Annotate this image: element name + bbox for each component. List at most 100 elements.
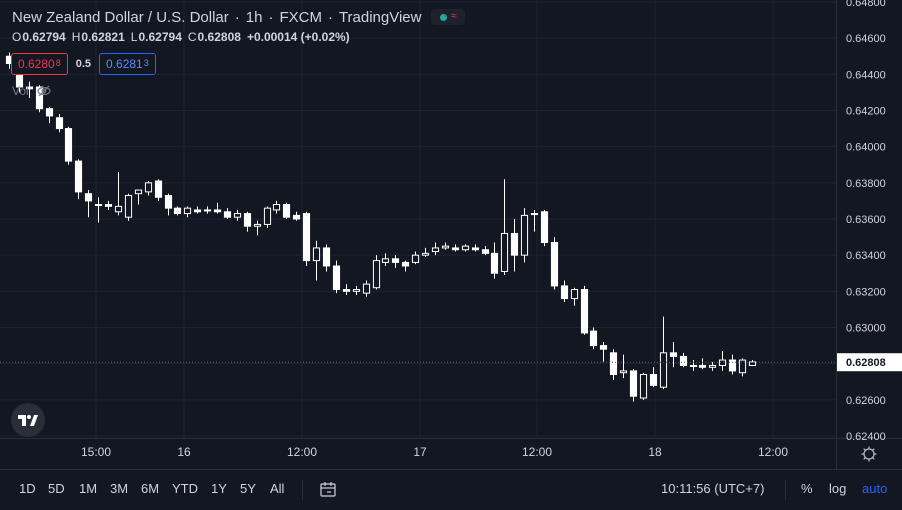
candle: [718, 351, 727, 371]
buy-price-pip: 3: [143, 58, 149, 68]
clock-timezone[interactable]: 10:11:56 (UTC+7): [661, 481, 765, 496]
date-range-calendar-icon[interactable]: [319, 480, 337, 498]
eye-hidden-icon[interactable]: [37, 84, 51, 98]
candle-body-down: [193, 209, 202, 213]
candle-body-down: [342, 289, 351, 292]
candle-body-up: [144, 182, 153, 193]
candle-body-up: [530, 213, 539, 216]
candle-body-up: [183, 207, 192, 215]
candle-body-down: [391, 258, 400, 263]
range-3m-button[interactable]: 3M: [110, 481, 129, 496]
candle-body-up: [312, 247, 321, 262]
candle: [500, 179, 509, 276]
candle-body-down: [540, 211, 549, 244]
candle: [510, 219, 519, 272]
interval-label: 1h: [245, 8, 263, 26]
time-tick-label: 12:00: [287, 445, 317, 459]
open-label: O: [12, 30, 22, 44]
candle-body-down: [451, 247, 460, 251]
symbol-title[interactable]: New Zealand Dollar / U.S. Dollar · 1h · …: [12, 7, 466, 27]
candle: [748, 360, 757, 366]
candle: [570, 287, 579, 306]
candle: [669, 341, 678, 368]
percent-scale-button[interactable]: %: [801, 481, 813, 496]
candle-body-down: [728, 359, 737, 372]
title-separator: ·: [234, 8, 240, 26]
tradingview-logo-icon[interactable]: [11, 403, 45, 437]
close-label: C: [187, 30, 197, 44]
time-axis[interactable]: 15:00 16 12:00 17 12:00 18 12:00: [81, 445, 877, 462]
range-all-button[interactable]: All: [270, 481, 285, 496]
sell-button[interactable]: 0.6280 8: [11, 53, 68, 75]
candle: [471, 244, 480, 252]
candle-body-down: [471, 247, 480, 251]
range-ytd-button[interactable]: YTD: [172, 481, 198, 496]
candle: [540, 209, 549, 247]
candle: [580, 285, 589, 335]
range-1d-button[interactable]: 1D: [19, 481, 36, 496]
candle: [263, 206, 272, 229]
candle: [203, 206, 212, 214]
candle-body-down: [74, 160, 83, 193]
candle-body-up: [431, 247, 440, 253]
price-tick-label: 0.63800: [846, 178, 886, 190]
candlestick-chart[interactable]: 0.64800 0.64600 0.64400 0.64200 0.64000 0.638…: [0, 0, 902, 469]
candle-body-down: [223, 211, 232, 218]
candle-body-up: [748, 361, 757, 366]
candle: [233, 209, 242, 221]
candle: [94, 197, 103, 223]
auto-scale-button[interactable]: auto: [862, 481, 888, 496]
candle: [322, 244, 331, 272]
candle: [173, 206, 182, 216]
candle: [342, 284, 351, 295]
range-1y-button[interactable]: 1Y: [211, 481, 227, 496]
candle-body-down: [698, 364, 707, 368]
candle-body-up: [272, 204, 281, 211]
candle: [45, 106, 54, 124]
spread-value: 0.5: [75, 58, 92, 70]
close-value: 0.62808: [197, 30, 241, 44]
wave-icon: ≈: [451, 11, 457, 22]
candle: [352, 285, 361, 295]
title-separator: ·: [327, 8, 333, 26]
candle-body-up: [253, 223, 262, 227]
candle: [193, 206, 202, 214]
time-tick-label: 17: [413, 445, 427, 459]
candle-body-up: [372, 260, 381, 289]
buy-button[interactable]: 0.6281 3: [99, 53, 156, 75]
volume-label: Vol: [12, 84, 29, 98]
candle: [124, 193, 133, 221]
volume-legend[interactable]: Vol: [12, 84, 51, 98]
candle-body-down: [679, 355, 688, 366]
candle: [104, 200, 113, 210]
candle-body-down: [332, 265, 341, 291]
candle-body-up: [114, 205, 123, 213]
candle: [391, 255, 400, 268]
candle-body-up: [689, 364, 698, 367]
candle: [629, 369, 638, 402]
quote-buttons: 0.6280 8 0.5 0.6281 3: [11, 53, 156, 75]
log-scale-button[interactable]: log: [829, 481, 847, 496]
candle-body-up: [203, 209, 212, 212]
market-open-icon: [440, 13, 448, 21]
market-status-pill[interactable]: ≈: [431, 9, 466, 25]
candle: [698, 358, 707, 370]
candle: [332, 260, 341, 294]
range-5d-button[interactable]: 5D: [48, 481, 65, 496]
range-6m-button[interactable]: 6M: [141, 481, 160, 496]
ohlc-values: O0.62794 H0.62821 L0.62794 C0.62808 +0.0…: [12, 30, 350, 44]
low-value: 0.62794: [138, 30, 182, 44]
chart-settings-gear-icon[interactable]: [861, 446, 877, 462]
candle: [164, 193, 173, 216]
candle: [183, 206, 192, 218]
candle: [35, 85, 44, 113]
change-value: +0.00014 (+0.02%): [246, 30, 350, 44]
range-1m-button[interactable]: 1M: [79, 481, 98, 496]
candle-body-down: [550, 242, 559, 287]
candle: [490, 242, 499, 279]
range-5y-button[interactable]: 5Y: [240, 481, 256, 496]
price-tick-label: 0.63000: [846, 323, 886, 335]
price-axis[interactable]: 0.64800 0.64600 0.64400 0.64200 0.64000 0.638…: [837, 0, 902, 443]
candle: [441, 242, 450, 250]
